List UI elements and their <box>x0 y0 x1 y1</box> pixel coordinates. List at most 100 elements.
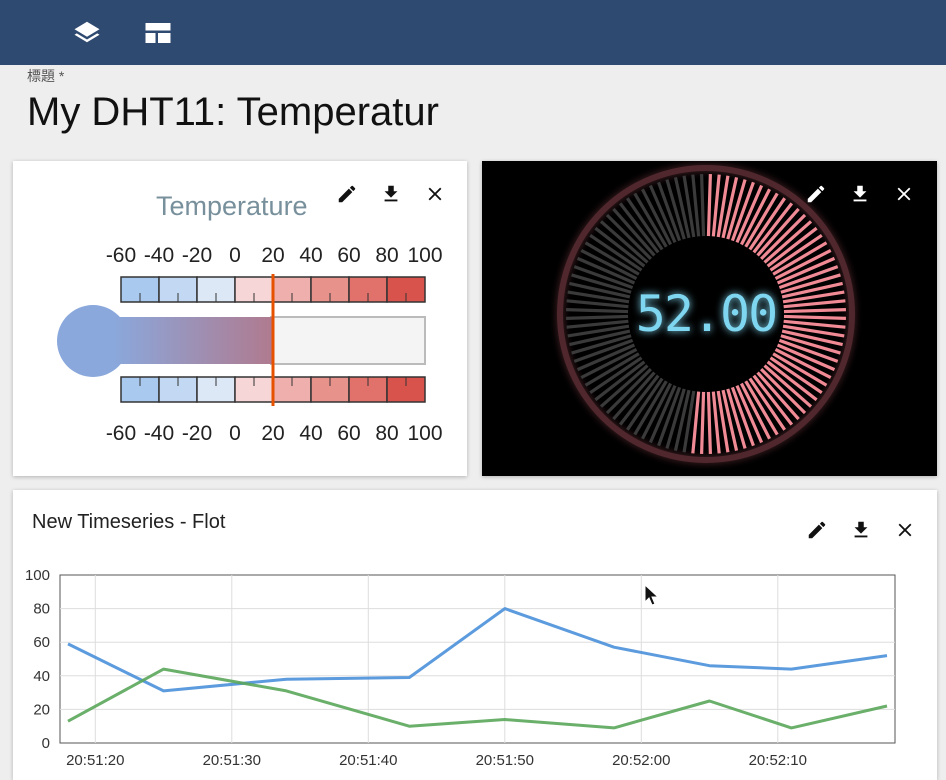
scale-tick-label: 100 <box>407 244 442 267</box>
x-tick-label: 20:52:10 <box>749 752 807 769</box>
download-icon[interactable] <box>839 516 883 544</box>
gauge-tick-lit <box>752 202 794 254</box>
gauge-tick-lit <box>772 241 828 276</box>
gauge-tick-unlit <box>584 241 640 276</box>
gauge-tick-unlit <box>641 382 673 440</box>
gauge-tick-lit <box>782 324 845 338</box>
download-icon[interactable] <box>369 180 413 208</box>
gauge-tick-lit <box>716 175 730 238</box>
gauge-tick-unlit <box>700 174 706 237</box>
y-tick-label: 20 <box>33 701 50 718</box>
gauge-tick-unlit <box>567 324 630 338</box>
gauge-tick-lit <box>711 391 721 454</box>
dashboard-layout-icon[interactable] <box>143 18 173 48</box>
gauge-tick-lit <box>752 374 794 426</box>
gauge-tick-lit <box>783 314 846 320</box>
gauge-tick-lit <box>769 356 823 395</box>
gauge-tick-unlit <box>625 377 664 431</box>
gauge-tick-lit <box>783 299 846 309</box>
title-field-value[interactable]: My DHT11: Temperatur <box>27 90 439 134</box>
timeseries-widget-card: New Timeseries - Flot 0 20 40 60 80 100 20:51:… <box>13 490 937 780</box>
gauge-tick-unlit <box>605 213 652 260</box>
edit-icon[interactable] <box>794 180 838 208</box>
gauge-tick-unlit <box>573 338 634 363</box>
gauge-tick-unlit <box>665 388 686 449</box>
scale-tick-label: 60 <box>337 422 360 445</box>
gauge-tick-lit <box>782 290 845 304</box>
gauge-tick-unlit <box>599 364 649 408</box>
scale-tick-label: 40 <box>299 422 322 445</box>
gauge-tick-lit <box>778 265 839 290</box>
gauge-tick-unlit <box>567 290 630 304</box>
gauge-tick-lit <box>716 390 730 453</box>
scale-tick-label: -40 <box>144 244 174 267</box>
timeseries-chart[interactable]: 0 20 40 60 80 100 20:51:20 20:51:30 20:51:40 20:5… <box>13 490 937 780</box>
close-icon[interactable] <box>413 180 457 208</box>
series-line-1 <box>67 607 888 693</box>
gauge-tick-unlit <box>566 319 629 329</box>
download-icon[interactable] <box>838 180 882 208</box>
scale-tick-label: 100 <box>407 422 442 445</box>
scale-tick-label: -40 <box>144 422 174 445</box>
gauge-tick-lit <box>711 174 721 237</box>
gauge-tick-lit <box>769 233 823 272</box>
scale-tick-label: 0 <box>229 244 241 267</box>
thermometer-title: Temperature <box>156 191 308 221</box>
x-tick-label: 20:51:40 <box>339 752 397 769</box>
gauge-tick-unlit <box>569 329 631 347</box>
gauge-tick-unlit <box>569 281 631 299</box>
gauge-tick-unlit <box>673 389 691 451</box>
gauge-tick-unlit <box>566 308 629 314</box>
gauge-tick-lit <box>783 319 846 329</box>
digital-gauge-graphic: 52.00 <box>557 165 855 463</box>
gauge-tick-unlit <box>618 374 660 426</box>
gauge-tick-lit <box>778 338 839 363</box>
gauge-tick-unlit <box>641 188 673 246</box>
scale-tick-label: 20 <box>261 244 284 267</box>
layers-icon[interactable] <box>72 18 102 48</box>
gauge-tick-lit <box>739 382 771 440</box>
gauge-tick-lit <box>763 364 813 408</box>
gauge-tick-unlit <box>618 202 660 254</box>
gauge-tick-unlit <box>599 220 649 264</box>
edit-icon[interactable] <box>795 516 839 544</box>
scale-tick-label: -20 <box>182 244 212 267</box>
timeseries-title: New Timeseries - Flot <box>32 511 226 533</box>
gauge-tick-unlit <box>580 249 638 281</box>
thermometer-graphic: -60 -40 -20 0 20 40 60 80 100 -60 -40 -20 0 20 40 60 80… <box>57 244 443 445</box>
gauge-tick-lit <box>721 389 739 451</box>
gauge-tick-lit <box>781 281 843 299</box>
gauge-tick-lit <box>776 256 836 285</box>
x-tick-label: 20:51:20 <box>66 752 124 769</box>
gauge-tick-lit <box>780 273 841 294</box>
y-tick-label: 0 <box>42 735 50 752</box>
scale-tick-label: -60 <box>106 422 136 445</box>
y-tick-label: 80 <box>33 601 50 618</box>
gauge-tick-lit <box>706 174 712 237</box>
y-tick-label: 100 <box>25 567 50 584</box>
gauge-tick-unlit <box>573 265 634 290</box>
thermometer-widget-card: Temperature -60 -40 -20 0 20 40 60 80 100 -60 -40… <box>13 161 467 476</box>
gauge-tick-unlit <box>589 356 643 395</box>
gauge-tick-unlit <box>571 273 632 294</box>
gauge-value-display: 52.00 <box>636 285 777 343</box>
gauge-tick-unlit <box>673 177 691 239</box>
gauge-tick-lit <box>756 207 800 257</box>
top-app-bar <box>0 0 946 65</box>
scale-tick-label: -60 <box>106 244 136 267</box>
x-tick-label: 20:52:00 <box>612 752 670 769</box>
gauge-tick-unlit <box>594 226 646 268</box>
gauge-tick-lit <box>780 334 841 355</box>
gauge-tick-unlit <box>612 371 656 421</box>
gauge-tick-unlit <box>605 368 652 415</box>
gauge-tick-unlit <box>633 380 668 436</box>
gauge-tick-lit <box>760 213 807 260</box>
scale-tick-label: 20 <box>261 422 284 445</box>
gauge-tick-lit <box>691 391 701 454</box>
gauge-tick-unlit <box>576 256 636 285</box>
gauge-tick-lit <box>730 386 755 447</box>
edit-icon[interactable] <box>325 180 369 208</box>
close-icon[interactable] <box>882 180 926 208</box>
close-icon[interactable] <box>883 516 927 544</box>
x-tick-label: 20:51:30 <box>203 752 261 769</box>
